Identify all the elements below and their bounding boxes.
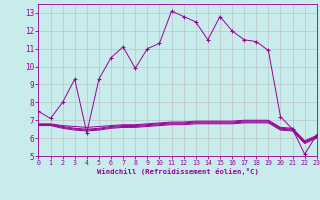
X-axis label: Windchill (Refroidissement éolien,°C): Windchill (Refroidissement éolien,°C) [97, 168, 259, 175]
